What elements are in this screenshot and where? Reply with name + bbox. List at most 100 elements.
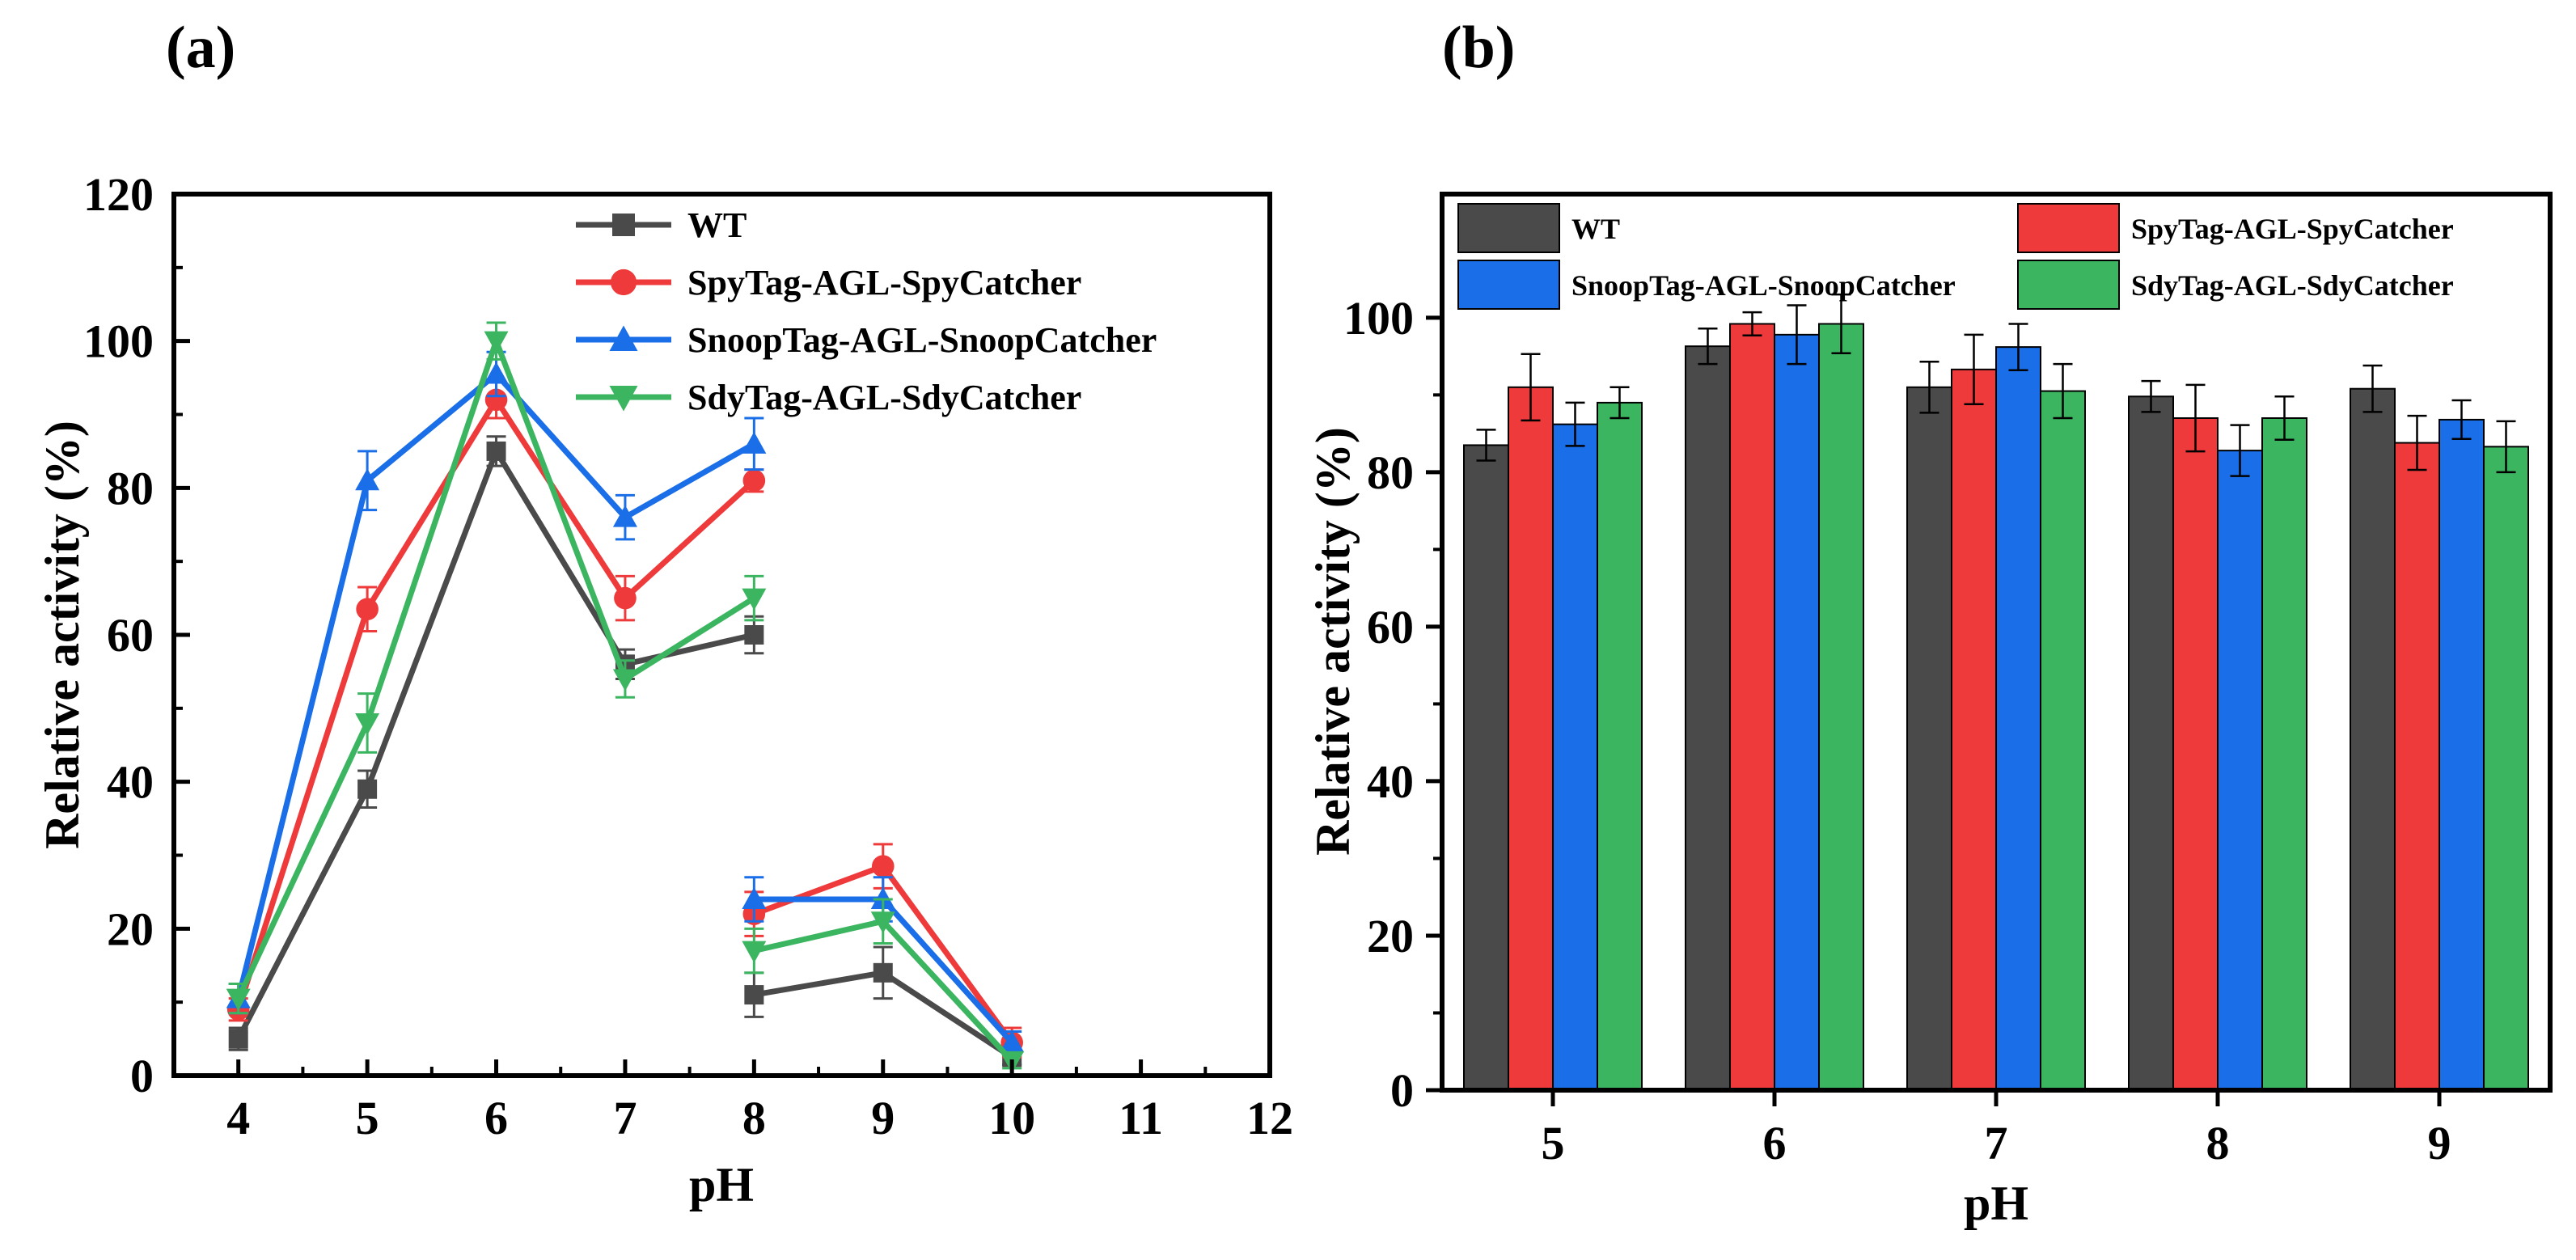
- snooptag-agl-snoopcatcher-point: [742, 431, 767, 454]
- wt-bar: [2128, 395, 2174, 1091]
- snooptag-agl-snoopcatcher-bar: [1774, 333, 1820, 1091]
- wt-legend-label: WT: [687, 205, 747, 245]
- sdytag-agl-sdycatcher-point: [742, 588, 767, 611]
- panel-a-plot-area: [226, 321, 1025, 1073]
- x-tick-label: 12: [1246, 1092, 1293, 1144]
- sdytag-agl-sdycatcher-bar: [2040, 390, 2086, 1091]
- wt-legend-marker: [612, 214, 635, 236]
- panel-b-legend: WT SpyTag-AGL-SpyCatcher SnoopTag-AGL-Snoo…: [1457, 203, 2454, 310]
- wt-bar: [1463, 444, 1509, 1091]
- panel-a-label: (a): [166, 15, 235, 81]
- x-tick-label: 6: [484, 1092, 508, 1144]
- x-tick-label: 6: [1763, 1117, 1787, 1169]
- spytag-agl-spycatcher-legend-marker: [610, 268, 637, 296]
- sdytag-agl-sdycatcher-legend-marker: [609, 386, 638, 412]
- spytag-agl-spycatcher-bar: [1508, 386, 1554, 1091]
- snooptag-agl-snoopcatcher-point: [484, 362, 509, 384]
- wt-point: [744, 625, 764, 645]
- y-tick-label: 20: [1367, 910, 1414, 962]
- spytag-agl-spycatcher-point: [871, 855, 895, 877]
- spytag-agl-spycatcher-bar: [1951, 368, 1997, 1091]
- sdytag-agl-sdycatcher-point: [870, 911, 895, 934]
- spytag-agl-spycatcher-point: [484, 388, 508, 412]
- sdytag-agl-sdycatcher-point: [226, 988, 251, 1011]
- y-tick-label: 60: [107, 609, 154, 662]
- snooptag-agl-snoopcatcher-bar: [1995, 346, 2041, 1091]
- sdytag-agl-sdycatcher-legend-label: SdyTag-AGL-SdyCatcher: [687, 378, 1081, 417]
- wt-bar: [1685, 345, 1731, 1092]
- snooptag-agl-snoopcatcher-legend-marker: [609, 325, 638, 351]
- sdytag-agl-sdycatcher-bar: [1597, 401, 1643, 1091]
- y-tick-label: 0: [130, 1050, 154, 1102]
- snooptag-agl-snoopcatcher-point: [355, 468, 380, 491]
- panel-b-plot-area: [1463, 293, 2529, 1092]
- panel-a-x-axis-title: pH: [689, 1158, 754, 1211]
- spytag-agl-spycatcher-bar: [2394, 442, 2440, 1091]
- y-tick-label: 120: [83, 168, 154, 221]
- panel-b-axis-ticks: 5 6 7 8 9 0 20 40 60 80 100: [1343, 292, 2451, 1169]
- wt-legend-label: WT: [1571, 213, 1620, 245]
- snooptag-agl-snoopcatcher-bar: [2217, 450, 2263, 1091]
- snooptag-agl-snoopcatcher-point: [742, 887, 767, 909]
- spytag-agl-spycatcher-legend-label: SpyTag-AGL-SpyCatcher: [2131, 213, 2454, 245]
- x-tick-label: 8: [2206, 1117, 2230, 1169]
- y-tick-label: 0: [1390, 1064, 1414, 1117]
- panel-b-y-axis-title: Relative activity (%): [1306, 427, 1360, 856]
- spytag-agl-spycatcher-bar: [2172, 417, 2219, 1091]
- snooptag-agl-snoopcatcher-legend-label: SnoopTag-AGL-SnoopCatcher: [687, 320, 1157, 360]
- wt-legend-swatch: [1457, 203, 1560, 253]
- panel-b-label: (b): [1442, 15, 1515, 81]
- wt-point: [228, 1029, 248, 1049]
- y-tick-label: 40: [1367, 755, 1414, 808]
- snooptag-agl-snoopcatcher-bar: [1552, 423, 1598, 1091]
- spytag-agl-spycatcher-legend-swatch: [2017, 203, 2120, 253]
- y-tick-label: 60: [1367, 601, 1414, 653]
- x-tick-label: 10: [988, 1092, 1035, 1144]
- panel-b-bar-chart: (b) 5 6 7 8 9 0 20 40 60 80 100 pH Relative activi…: [1306, 15, 2553, 1230]
- snooptag-agl-snoopcatcher-point: [612, 505, 637, 527]
- sdytag-agl-sdycatcher-bar: [1818, 323, 1864, 1091]
- sdytag-agl-sdycatcher-bar: [2261, 417, 2307, 1091]
- wt-point: [744, 985, 764, 1005]
- sdytag-agl-sdycatcher-point: [355, 713, 380, 735]
- x-tick-label: 4: [226, 1092, 250, 1144]
- wt-bar: [1906, 386, 1952, 1091]
- snooptag-agl-snoopcatcher-bar: [2439, 418, 2485, 1091]
- sdytag-agl-sdycatcher-bar: [2483, 446, 2529, 1091]
- x-tick-label: 9: [2428, 1117, 2451, 1169]
- sdytag-agl-sdycatcher-point: [742, 941, 767, 963]
- spytag-agl-spycatcher-point: [356, 598, 379, 621]
- spytag-agl-spycatcher-bar: [1729, 323, 1775, 1091]
- x-tick-label: 9: [871, 1092, 895, 1144]
- x-tick-label: 7: [613, 1092, 637, 1144]
- x-tick-label: 8: [742, 1092, 766, 1144]
- wt-point: [486, 441, 506, 461]
- y-tick-label: 40: [107, 756, 154, 809]
- sdytag-agl-sdycatcher-point: [484, 331, 509, 353]
- sdytag-agl-sdycatcher-point: [612, 669, 637, 691]
- x-tick-label: 5: [356, 1092, 379, 1144]
- wt-point: [357, 779, 378, 799]
- spytag-agl-spycatcher-legend-label: SpyTag-AGL-SpyCatcher: [687, 263, 1081, 302]
- spytag-agl-spycatcher-point: [614, 586, 637, 610]
- wt-line: [235, 448, 755, 1041]
- y-tick-label: 80: [1367, 446, 1414, 499]
- wt-point: [873, 962, 893, 983]
- panel-b-x-axis-title: pH: [1964, 1177, 2028, 1230]
- snooptag-agl-snoopcatcher-legend-label: SnoopTag-AGL-SnoopCatcher: [1571, 269, 1956, 302]
- y-tick-label: 80: [107, 462, 154, 514]
- snooptag-agl-snoopcatcher-line: [235, 371, 756, 1000]
- y-tick-label: 100: [83, 315, 154, 368]
- x-tick-label: 11: [1119, 1092, 1163, 1144]
- spytag-agl-spycatcher-line: [235, 396, 756, 1011]
- y-tick-label: 20: [107, 903, 154, 955]
- snooptag-agl-snoopcatcher-point: [1000, 1030, 1025, 1053]
- wt-bar: [2350, 387, 2396, 1092]
- y-tick-label: 100: [1343, 292, 1414, 345]
- snooptag-agl-snoopcatcher-legend-swatch: [1457, 260, 1560, 310]
- sdytag-agl-sdycatcher-legend-swatch: [2017, 260, 2120, 310]
- panel-a-legend: WT SpyTag-AGL-SpyCatcher SnoopTag-AGL-Snoo…: [576, 205, 1157, 417]
